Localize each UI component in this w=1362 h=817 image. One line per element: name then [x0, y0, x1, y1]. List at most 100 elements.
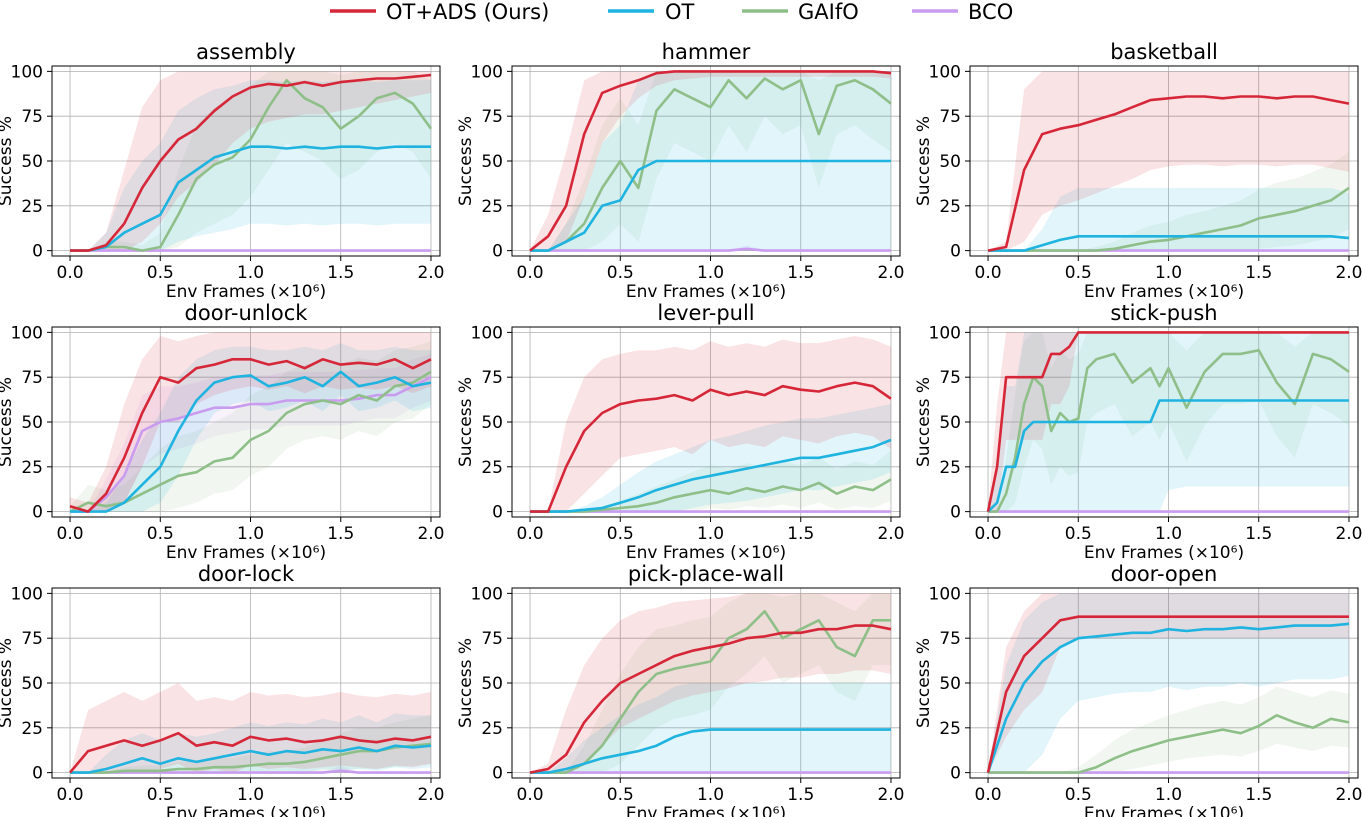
- band-bco: [70, 353, 431, 512]
- y-axis-label: Success %: [0, 116, 16, 206]
- y-axis-label: Success %: [0, 638, 16, 728]
- plot-area: [529, 593, 892, 774]
- x-tick-label: 0.0: [57, 524, 84, 544]
- band-gaifo: [530, 593, 891, 773]
- x-tick-label: 2.0: [417, 785, 444, 805]
- x-tick-label: 2.0: [417, 263, 444, 283]
- y-axis-label: Success %: [914, 638, 934, 728]
- x-tick-label: 0.5: [1065, 785, 1092, 805]
- series-line-gaifo: [69, 370, 432, 513]
- x-tick-label: 2.0: [1335, 785, 1362, 805]
- plot-area: [986, 331, 1350, 513]
- y-tick-label: 25: [481, 719, 503, 739]
- y-tick-label: 75: [939, 107, 961, 127]
- chart-stick-push: 0.0 0.5 1.0 1.5 2.0 0 25 50 75 100 stick-push Env F…: [914, 301, 1362, 563]
- y-axis-label: Success %: [914, 116, 934, 206]
- series-line-gaifo: [988, 349, 1350, 513]
- x-tick-label: 2.0: [877, 263, 904, 283]
- x-tick-label: 1.5: [327, 785, 354, 805]
- series-line-gaifo: [530, 610, 891, 774]
- x-tick-label: 0.5: [147, 263, 174, 283]
- chart-title: basketball: [1110, 40, 1218, 64]
- series-line-gaifo: [70, 79, 433, 252]
- series-line-ot-ads-ours: [529, 624, 892, 774]
- y-tick-label: 0: [950, 764, 961, 784]
- y-tick-label: 50: [481, 674, 503, 694]
- y-tick-label: 25: [21, 458, 43, 478]
- x-tick-label: 1.5: [1245, 785, 1272, 805]
- y-tick-label: 75: [21, 629, 43, 649]
- band-ot-ads-ours: [530, 71, 891, 251]
- legend: OT+ADS (Ours) OT GAIfO BCO: [330, 0, 1013, 24]
- series-line-ot-ads-ours: [986, 331, 1349, 512]
- chart-grid: 0.0 0.5 1.0 1.5 2.0 0 25 50 75 100 assembly Env Fra…: [0, 40, 1362, 817]
- band-ot-ads-ours: [988, 332, 1349, 512]
- x-tick-label: 0.0: [57, 785, 84, 805]
- y-tick-label: 75: [939, 629, 961, 649]
- x-tick-label: 1.0: [697, 263, 724, 283]
- x-tick-label: 0.5: [607, 524, 634, 544]
- legend-label-bco: BCO: [968, 0, 1013, 24]
- chart-pick-place-wall: 0.0 0.5 1.0 1.5 2.0 0 25 50 75 100 pick-place-wall…: [456, 562, 905, 817]
- y-tick-label: 75: [21, 368, 43, 388]
- x-tick-label: 1.0: [697, 524, 724, 544]
- x-tick-label: 1.0: [237, 524, 264, 544]
- x-tick-label: 0.0: [975, 785, 1002, 805]
- y-tick-label: 0: [32, 242, 43, 262]
- y-tick-label: 100: [471, 62, 503, 82]
- y-tick-label: 0: [950, 242, 961, 262]
- chart-title: door-open: [1111, 562, 1218, 586]
- chart-door-open: 0.0 0.5 1.0 1.5 2.0 0 25 50 75 100 door-open Env Fr…: [914, 562, 1362, 817]
- y-tick-label: 0: [492, 764, 503, 784]
- y-tick-label: 75: [481, 368, 503, 388]
- band-ot: [70, 80, 431, 251]
- band-gaifo: [70, 71, 431, 251]
- series-line-bco: [70, 376, 432, 513]
- series-line-ot: [530, 438, 892, 513]
- band-ot-ads-ours: [70, 71, 431, 251]
- chart-title: lever-pull: [657, 301, 754, 325]
- y-axis-label: Success %: [456, 116, 476, 206]
- band-ot: [988, 187, 1349, 251]
- y-axis-label: Success %: [0, 377, 16, 467]
- series-line-ot: [987, 399, 1349, 513]
- x-tick-label: 0.0: [517, 524, 544, 544]
- chart-assembly: 0.0 0.5 1.0 1.5 2.0 0 25 50 75 100 assembly Env Fra…: [0, 40, 445, 302]
- band-gaifo: [988, 686, 1349, 773]
- x-tick-label: 2.0: [877, 785, 904, 805]
- series-line-ot: [530, 728, 891, 774]
- x-tick-label: 2.0: [1335, 263, 1362, 283]
- y-tick-label: 25: [939, 719, 961, 739]
- series-line-gaifo: [530, 478, 892, 513]
- y-tick-label: 75: [939, 368, 961, 388]
- series-line-ot-ads-ours: [986, 615, 1349, 773]
- series-line-ot: [988, 235, 1350, 252]
- plot-area: [987, 71, 1350, 252]
- chart-lever-pull: 0.0 0.5 1.0 1.5 2.0 0 25 50 75 100 lever-pull Env F…: [456, 301, 905, 563]
- x-axis-label: Env Frames (×10⁶): [1084, 804, 1244, 817]
- plot-area: [530, 336, 892, 513]
- series-line-ot: [70, 744, 432, 774]
- x-axis-label: Env Frames (×10⁶): [626, 804, 786, 817]
- x-tick-label: 1.0: [237, 785, 264, 805]
- x-tick-label: 0.5: [607, 263, 634, 283]
- y-tick-label: 25: [481, 458, 503, 478]
- band-ot: [70, 713, 431, 773]
- series-line-ot-ads-ours: [69, 358, 432, 513]
- series-line-ot-ads-ours: [530, 381, 892, 513]
- chart-title: door-unlock: [185, 301, 309, 325]
- legend-label-gaifo: GAIfO: [798, 0, 859, 24]
- y-axis-label: Success %: [914, 377, 934, 467]
- x-axis-label: Env Frames (×10⁶): [166, 543, 326, 563]
- series-line-ot: [70, 145, 431, 252]
- legend-label-ot-ads-ours: OT+ADS (Ours): [386, 0, 549, 24]
- y-tick-label: 100: [929, 584, 961, 604]
- series-line-gaifo: [988, 186, 1350, 252]
- x-tick-label: 1.5: [787, 524, 814, 544]
- x-tick-label: 0.5: [1065, 263, 1092, 283]
- y-tick-label: 25: [21, 719, 43, 739]
- x-tick-label: 1.5: [1245, 524, 1272, 544]
- series-line-ot-ads-ours: [987, 95, 1350, 252]
- x-tick-label: 0.5: [147, 785, 174, 805]
- band-ot: [530, 683, 891, 773]
